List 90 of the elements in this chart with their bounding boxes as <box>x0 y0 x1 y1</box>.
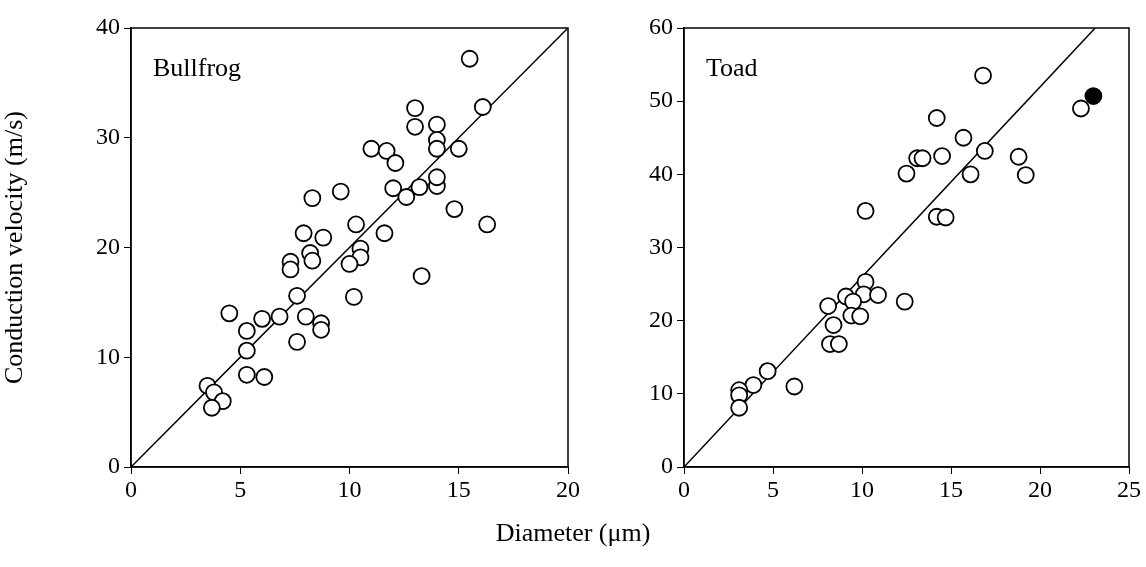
y-tick-label: 50 <box>649 86 673 113</box>
point <box>478 215 497 234</box>
y-tick-label: 30 <box>649 232 673 259</box>
point <box>428 115 446 134</box>
x-tick-label: 20 <box>1028 475 1052 502</box>
y-tick-label: 10 <box>96 342 120 369</box>
point <box>314 228 333 247</box>
point <box>824 316 843 334</box>
point <box>253 309 271 328</box>
point <box>237 341 256 360</box>
x-tick-label: 0 <box>125 475 137 502</box>
x-tick-label: 15 <box>939 475 963 502</box>
x-tick-label: 5 <box>234 475 247 502</box>
x-tick-label: 25 <box>1117 475 1141 502</box>
point <box>270 307 289 326</box>
point <box>449 139 468 158</box>
y-tick-label: 20 <box>649 305 673 332</box>
x-tick-label: 20 <box>556 475 580 502</box>
point <box>1084 87 1103 105</box>
point <box>406 117 424 136</box>
point <box>975 142 994 160</box>
point <box>473 98 492 116</box>
point <box>445 200 464 218</box>
x-tick-label: 15 <box>446 475 471 502</box>
point <box>303 251 322 270</box>
y-tick-label: 30 <box>96 123 120 150</box>
point <box>785 377 804 396</box>
point <box>220 304 239 323</box>
point <box>303 189 322 208</box>
x-tick-label: 0 <box>678 475 690 502</box>
point <box>331 182 350 201</box>
x-tick-label: 5 <box>767 475 779 502</box>
point <box>296 307 315 326</box>
point <box>237 322 256 340</box>
point <box>202 398 221 417</box>
y-tick-label: 60 <box>649 13 673 40</box>
point <box>758 362 777 381</box>
point <box>829 335 848 353</box>
point <box>974 66 992 85</box>
x-tick-label: 10 <box>850 475 874 502</box>
point <box>1072 99 1090 118</box>
point <box>895 292 914 311</box>
text: Toad <box>706 52 758 82</box>
point <box>460 49 479 68</box>
point <box>954 128 973 147</box>
y-tick-label: 0 <box>108 452 120 479</box>
point <box>294 224 313 243</box>
point <box>384 179 403 198</box>
point <box>869 286 887 304</box>
point <box>312 320 330 339</box>
point <box>819 297 838 315</box>
point <box>288 286 306 305</box>
point <box>897 164 916 183</box>
point <box>851 307 870 326</box>
point <box>406 99 424 118</box>
point <box>410 178 429 197</box>
point <box>744 376 763 394</box>
y-tick-label: 0 <box>661 452 673 479</box>
point <box>377 142 396 160</box>
point <box>375 224 394 243</box>
point <box>362 139 381 158</box>
point <box>344 287 363 306</box>
y-tick-label: 40 <box>96 13 120 40</box>
y-tick-label: 20 <box>96 232 120 259</box>
point <box>281 260 300 279</box>
point <box>237 365 256 384</box>
point <box>1009 147 1028 166</box>
point <box>397 188 416 206</box>
point <box>412 267 431 285</box>
point <box>936 208 955 227</box>
point <box>255 368 274 386</box>
y-tick-label: 40 <box>649 159 673 186</box>
point <box>927 109 946 127</box>
x-axis-title: Diameter (μm) <box>494 518 652 548</box>
point <box>288 332 306 351</box>
point <box>1016 166 1035 184</box>
point <box>347 215 365 234</box>
point <box>961 165 980 184</box>
point <box>386 154 405 172</box>
y-axis-title: Conduction velocity (m/s) <box>0 111 29 384</box>
point <box>428 168 446 187</box>
point <box>913 149 932 168</box>
point <box>856 202 875 220</box>
y-tick-label: 10 <box>649 379 673 406</box>
point <box>428 139 446 158</box>
text: Bullfrog <box>153 52 242 82</box>
point <box>340 255 359 273</box>
point <box>730 398 749 417</box>
point <box>933 147 951 165</box>
x-tick-label: 10 <box>337 475 362 502</box>
